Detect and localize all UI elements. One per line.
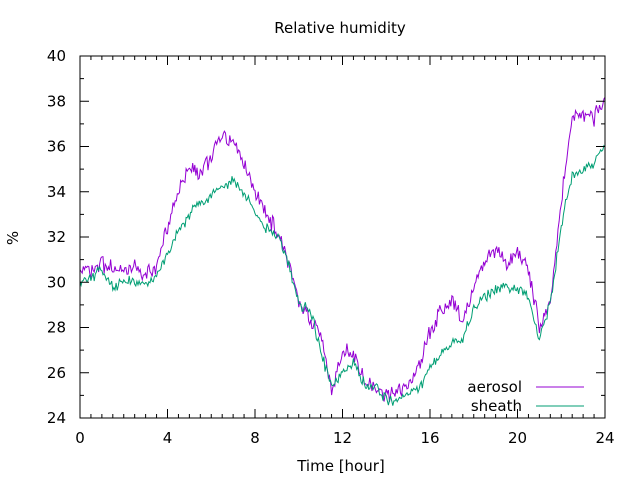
x-axis-label: Time [hour]	[296, 457, 385, 475]
x-tick-label: 8	[250, 429, 260, 447]
x-tick-label: 12	[333, 429, 352, 447]
x-tick-label: 24	[595, 429, 614, 447]
y-tick-label: 38	[47, 92, 66, 110]
y-tick-label: 40	[47, 47, 66, 65]
plot-area-border	[79, 55, 606, 419]
y-tick-label: 32	[47, 228, 66, 246]
series-line-aerosol	[79, 97, 606, 403]
x-tick-label: 20	[508, 429, 527, 447]
x-tick-label: 16	[420, 429, 439, 447]
series-line-sheath	[79, 144, 606, 406]
chart-title: Relative humidity	[274, 19, 406, 37]
x-tick-label: 0	[75, 429, 85, 447]
legend-label-aerosol: aerosol	[467, 378, 522, 396]
x-tick-label: 4	[163, 429, 173, 447]
series-layer	[79, 97, 606, 406]
y-tick-label: 34	[47, 183, 66, 201]
y-tick-label: 36	[47, 138, 66, 156]
y-tick-label: 26	[47, 364, 66, 382]
legend-label-sheath: sheath	[471, 397, 522, 415]
y-axis-label: %	[4, 231, 22, 245]
y-tick-label: 28	[47, 319, 66, 337]
y-tick-label: 30	[47, 273, 66, 291]
y-tick-label: 24	[47, 409, 66, 427]
